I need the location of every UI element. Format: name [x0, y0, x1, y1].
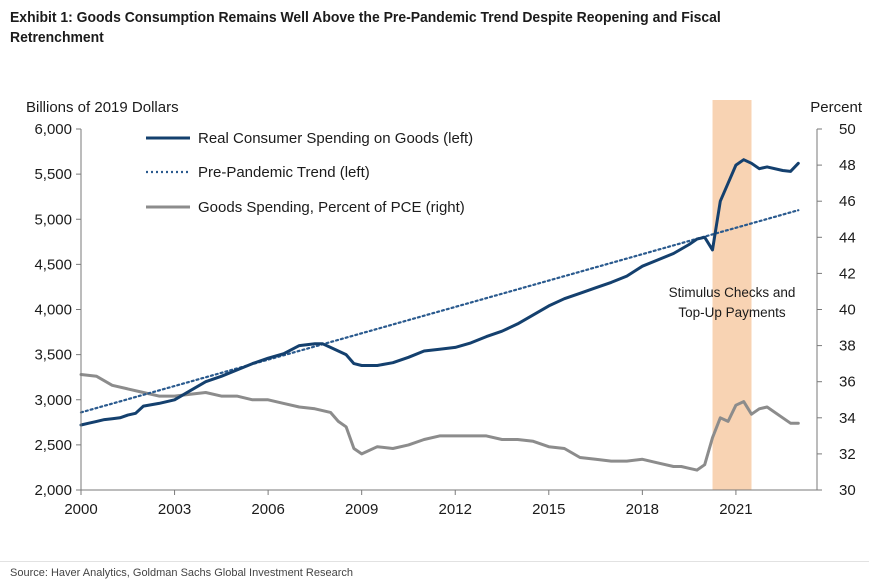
x-tick-label: 2006: [251, 501, 284, 518]
left-axis-title: Billions of 2019 Dollars: [26, 99, 179, 116]
right-axis-title: Percent: [810, 99, 863, 116]
left-tick-label: 2,500: [34, 437, 72, 454]
left-tick-label: 5,500: [34, 166, 72, 183]
series-real-goods-spending: [79, 158, 800, 427]
right-tick-label: 44: [839, 229, 856, 246]
right-tick-label: 46: [839, 193, 856, 210]
stimulus-label-line2: Top-Up Payments: [678, 305, 786, 320]
legend: Real Consumer Spending on Goods (left) P…: [146, 130, 473, 216]
right-tick-label: 48: [839, 157, 856, 174]
x-tick-label: 2003: [158, 501, 191, 518]
right-tick-label: 30: [839, 482, 856, 499]
left-tick-label: 3,000: [34, 392, 72, 409]
right-tick-label: 34: [839, 410, 856, 427]
x-tick-label: 2021: [719, 501, 752, 518]
right-tick-label: 42: [839, 265, 856, 282]
chart-title: Exhibit 1: Goods Consumption Remains Wel…: [10, 9, 721, 46]
left-tick-label: 4,000: [34, 302, 72, 319]
legend-label-trend: Pre-Pandemic Trend (left): [198, 164, 370, 181]
left-tick-label: 3,500: [34, 347, 72, 364]
x-tick-label: 2000: [64, 501, 97, 518]
legend-label-goods: Real Consumer Spending on Goods (left): [198, 130, 473, 147]
series-pre-pandemic-trend: [79, 209, 800, 414]
right-tick-label: 32: [839, 446, 856, 463]
right-tick-label: 40: [839, 302, 856, 319]
x-tick-label: 2009: [345, 501, 378, 518]
x-tick-label: 2012: [439, 501, 472, 518]
left-tick-label: 6,000: [34, 121, 72, 138]
footer-divider: [0, 561, 869, 562]
source-note: Source: Haver Analytics, Goldman Sachs G…: [10, 567, 353, 579]
x-tick-label: 2015: [532, 501, 565, 518]
right-tick-label: 38: [839, 338, 856, 355]
series-goods-share-of-pce: [79, 373, 800, 472]
chart-area: Stimulus Checks and Top-Up Payments 2,00…: [26, 99, 863, 518]
left-tick-label: 2,000: [34, 482, 72, 499]
legend-label-pce-share: Goods Spending, Percent of PCE (right): [198, 199, 465, 216]
right-tick-label: 50: [839, 121, 856, 138]
stimulus-label-line1: Stimulus Checks and: [669, 285, 796, 300]
right-tick-label: 36: [839, 374, 856, 391]
series-layer: [79, 158, 800, 472]
left-tick-label: 4,500: [34, 256, 72, 273]
ticks-layer: 2,000 2,500 3,000 3,500 4,000 4,500 5,000 5,500…: [34, 121, 855, 518]
x-tick-label: 2018: [626, 501, 659, 518]
left-tick-label: 5,000: [34, 211, 72, 228]
